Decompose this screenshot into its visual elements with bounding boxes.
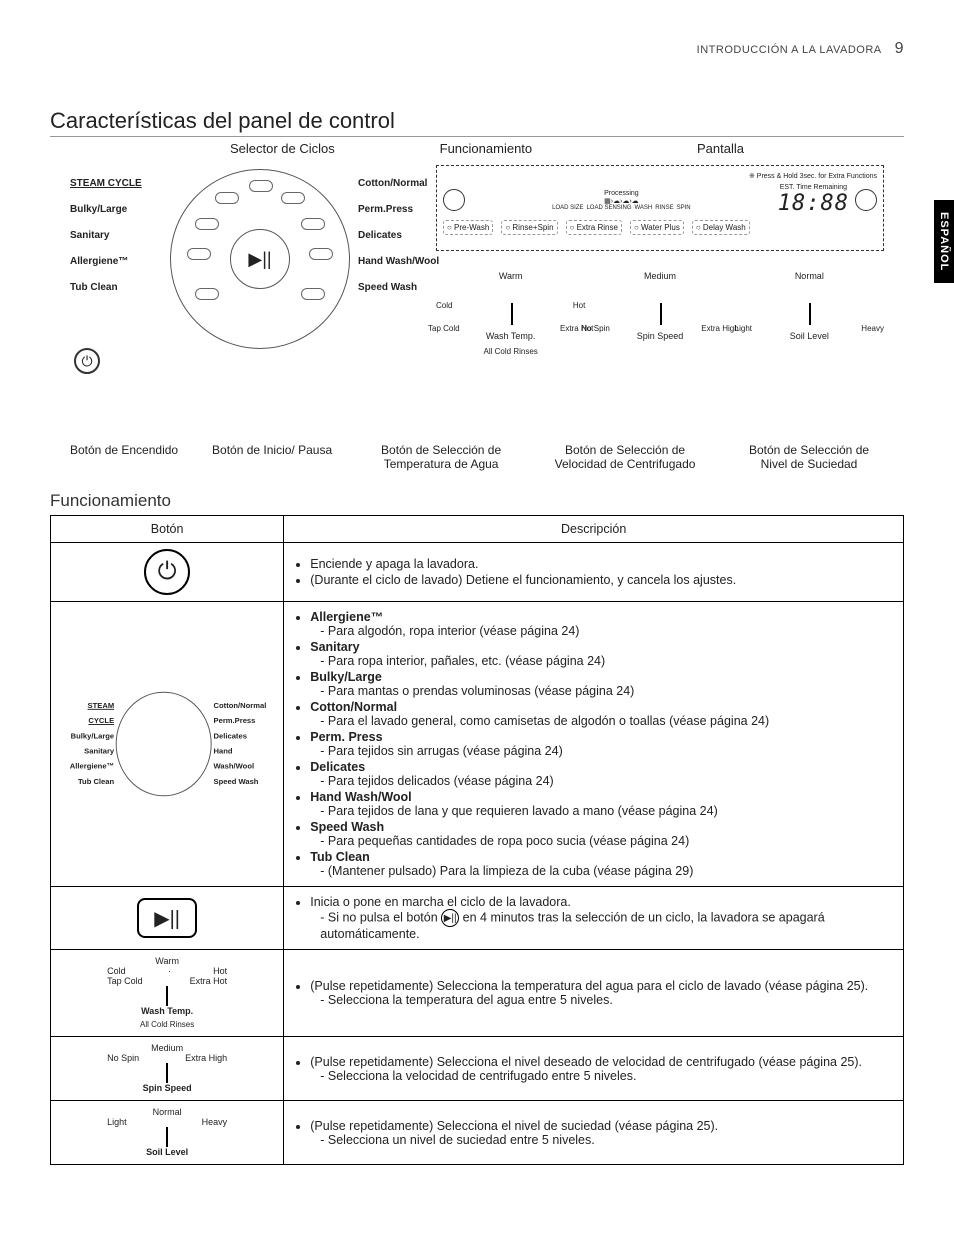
screen-text: EST. Time Remaining <box>778 184 849 191</box>
cycle-label: Cotton/Normal <box>358 171 439 197</box>
description-cell: Allergiene™- Para algodón, ropa interior… <box>284 602 904 887</box>
table-row: ▶||Inicia o pone en marcha el ciclo de l… <box>51 887 904 950</box>
selector-label: No Spin <box>581 324 609 333</box>
option-indicator: ○ Delay Wash <box>692 220 750 235</box>
description-cell: Enciende y apaga la lavadora.(Durante el… <box>284 543 904 602</box>
option-indicator: ○ Extra Rinse <box>566 220 622 235</box>
cycle-label: Tub Clean <box>70 275 142 301</box>
screen-note: ※ Press & Hold 3sec. for Extra Functions <box>443 172 877 180</box>
temp-stub: WarmCold·HotTap ColdExtra HotWash Temp.A… <box>107 956 227 1029</box>
th-button: Botón <box>51 516 284 543</box>
table-row: WarmCold·HotTap ColdExtra HotWash Temp.A… <box>51 950 904 1037</box>
description-cell: (Pulse repetidamente) Selecciona el nive… <box>284 1037 904 1101</box>
selector-label: Warm <box>436 271 585 281</box>
display-group: ※ Press & Hold 3sec. for Extra Functions… <box>436 165 884 400</box>
cycle-label: STEAM CYCLE <box>70 171 142 197</box>
callout-label: Botón de Selección de Velocidad de Centr… <box>550 443 700 471</box>
button-cell: WarmCold·HotTap ColdExtra HotWash Temp.A… <box>51 950 284 1037</box>
cycle-label: Delicates <box>358 223 439 249</box>
th-description: Descripción <box>284 516 904 543</box>
phase-icon: ▦›☁›☁›☁ <box>604 197 639 205</box>
cycle-label: Allergiene™ <box>70 249 142 275</box>
callout-label: Botón de Selección de Temperatura de Agu… <box>366 443 516 471</box>
power-icon: ⏻ <box>74 348 100 374</box>
cycle-label: Perm.Press <box>358 197 439 223</box>
page-title: Características del panel de control <box>50 108 904 137</box>
phase-label: LOAD SIZE <box>552 205 583 211</box>
spin-speed-selector[interactable]: Medium No Spin Extra High Spin Speed <box>585 271 734 371</box>
screen-text: Processing <box>604 190 639 197</box>
selector-label: Hot <box>573 301 585 310</box>
screen-circle-icon <box>443 189 465 211</box>
cycle-dial-group: STEAM CYCLE Bulky/Large Sanitary Allergi… <box>70 165 420 400</box>
button-cell: ▶|| <box>51 887 284 950</box>
selector-label: Medium <box>585 271 734 281</box>
cycle-label: Bulky/Large <box>70 197 142 223</box>
description-cell: Inicia o pone en marcha el ciclo de la l… <box>284 887 904 950</box>
cycle-label: Speed Wash <box>358 275 439 301</box>
selector-label: Heavy <box>861 324 884 333</box>
selector-label: All Cold Rinses <box>436 347 585 356</box>
option-indicator: ○ Pre-Wash <box>443 220 493 235</box>
table-row: STEAM CYCLEBulky/LargeSanitaryAllergiene… <box>51 602 904 887</box>
power-button[interactable]: ⏻ <box>74 348 100 374</box>
page-header: INTRODUCCIÓN A LA LAVADORA 9 <box>50 40 904 58</box>
phase-label: SPIN <box>677 205 691 211</box>
language-tab: ESPAÑOL <box>934 200 954 283</box>
display-screen: ※ Press & Hold 3sec. for Extra Functions… <box>436 165 884 251</box>
selector-label: Tap Cold <box>428 324 460 333</box>
control-panel-diagram: Selector de Ciclos Funcionamiento Pantal… <box>50 141 904 471</box>
option-indicator: ○ Water Plus <box>630 220 684 235</box>
play-pause-button[interactable]: ▶|| <box>230 229 290 289</box>
cycle-label: Sanitary <box>70 223 142 249</box>
selector-label: Light <box>735 324 752 333</box>
diagram-top-label: Selector de Ciclos <box>230 141 335 156</box>
button-cell: MediumNo SpinExtra HighSpin Speed <box>51 1037 284 1101</box>
phase-label: RINSE <box>655 205 673 211</box>
soil-level-selector[interactable]: Normal Light Heavy Soil Level <box>735 271 884 371</box>
table-row: MediumNo SpinExtra HighSpin Speed (Pulse … <box>51 1037 904 1101</box>
callout-label: Botón de Encendido <box>70 443 178 471</box>
function-table: Botón Descripción ⏻ Enciende y apaga la l… <box>50 515 904 1165</box>
button-cell: NormalLightHeavySoil Level <box>51 1101 284 1165</box>
selector-label: Normal <box>735 271 884 281</box>
section-subtitle: Funcionamiento <box>50 491 904 511</box>
play-pause-icon: ▶|| <box>441 909 459 927</box>
button-cell: ⏻ <box>51 543 284 602</box>
cycle-dial: ▶|| <box>170 169 350 349</box>
table-row: ⏻ Enciende y apaga la lavadora.(Durante e… <box>51 543 904 602</box>
section-label: INTRODUCCIÓN A LA LAVADORA <box>697 44 881 56</box>
callout-label: Botón de Selección de Nivel de Suciedad <box>734 443 884 471</box>
diagram-top-label: Pantalla <box>697 141 744 156</box>
phase-label: WASH <box>634 205 652 211</box>
table-row: NormalLightHeavySoil Level (Pulse repetid… <box>51 1101 904 1165</box>
selector-label: Cold <box>436 301 452 310</box>
description-cell: (Pulse repetidamente) Selecciona el nive… <box>284 1101 904 1165</box>
dial-stub: STEAM CYCLEBulky/LargeSanitaryAllergiene… <box>64 692 269 797</box>
page-number: 9 <box>895 40 904 57</box>
phase-label: LOAD SENSING <box>586 205 631 211</box>
play-pause-icon: ▶|| <box>137 898 197 938</box>
callout-label: Botón de Inicio/ Pausa <box>212 443 332 471</box>
cycle-label: Hand Wash/Wool <box>358 249 439 275</box>
selector-label: Extra High <box>701 324 738 333</box>
time-display: 18:88 <box>778 191 849 216</box>
diagram-top-label: Funcionamiento <box>440 141 533 156</box>
description-cell: (Pulse repetidamente) Selecciona la temp… <box>284 950 904 1037</box>
power-icon: ⏻ <box>144 549 190 595</box>
wash-temp-selector[interactable]: Warm Cold Hot Tap Cold Extra Hot Wash Te… <box>436 271 585 371</box>
spin-stub: MediumNo SpinExtra HighSpin Speed <box>107 1043 227 1093</box>
option-indicator: ○ Rinse+Spin <box>501 220 557 235</box>
soil-stub: NormalLightHeavySoil Level <box>107 1107 227 1157</box>
button-cell: STEAM CYCLEBulky/LargeSanitaryAllergiene… <box>51 602 284 887</box>
screen-circle-icon <box>855 189 877 211</box>
